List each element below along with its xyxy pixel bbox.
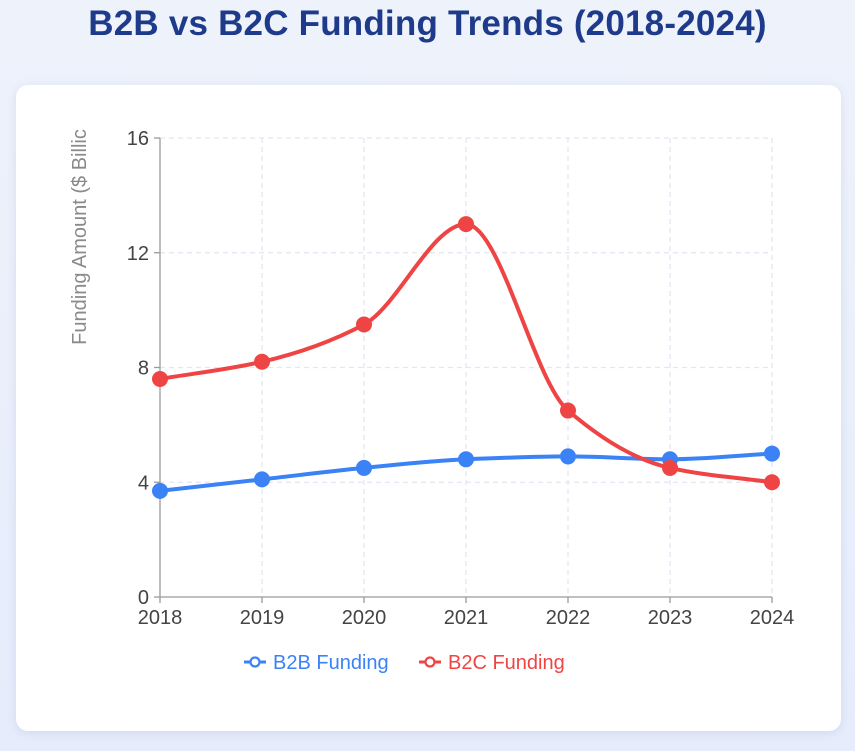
grid-lines	[160, 137, 773, 597]
b2b-funding-point	[356, 459, 372, 476]
x-tick-label: 2021	[444, 607, 489, 629]
b2c-funding-point	[152, 370, 168, 387]
y-tick-label: 0	[138, 587, 149, 609]
x-tick-label: 2022	[546, 607, 591, 629]
b2b-funding-point	[458, 451, 474, 468]
b2c-funding-point	[356, 316, 372, 333]
legend-label: B2C Funding	[448, 652, 565, 674]
b2c-funding-point	[662, 459, 678, 476]
chart-title: B2B vs B2C Funding Trends (2018-2024)	[88, 4, 767, 43]
axes	[154, 137, 773, 603]
data-points	[152, 216, 780, 499]
legend-marker-icon	[249, 656, 261, 668]
b2c-funding-point	[560, 402, 576, 419]
b2b-funding-point	[764, 445, 780, 462]
y-tick-label: 12	[127, 243, 149, 265]
b2c-funding-line	[158, 222, 774, 485]
b2b-funding-point	[560, 448, 576, 465]
y-axis-title: Funding Amount ($ Billic	[69, 129, 91, 345]
x-tick-label: 2018	[138, 607, 183, 629]
legend-item-b2c-funding[interactable]: B2C Funding	[419, 652, 565, 674]
b2c-funding-point	[254, 353, 270, 370]
x-tick-label: 2020	[342, 607, 387, 629]
x-tick-label: 2019	[240, 607, 285, 629]
b2b-funding-point	[254, 471, 270, 488]
tick-labels: 0 4 8 12 16 2018 2019 2020 2021 2022 2023 2024	[127, 128, 795, 629]
chart-card	[16, 85, 841, 731]
b2b-funding-point	[152, 482, 168, 499]
b2c-funding-point	[764, 474, 780, 491]
legend-label: B2B Funding	[273, 652, 389, 674]
y-tick-label: 8	[138, 358, 149, 380]
x-tick-label: 2023	[648, 607, 693, 629]
y-tick-label: 16	[127, 128, 149, 150]
legend-marker-icon	[424, 656, 436, 668]
x-tick-label: 2024	[750, 607, 795, 629]
y-tick-label: 4	[138, 472, 149, 494]
b2c-funding-point	[458, 216, 474, 233]
legend-item-b2b-funding[interactable]: B2B Funding	[244, 652, 389, 674]
legend[interactable]: B2B Funding B2C Funding	[244, 652, 565, 674]
